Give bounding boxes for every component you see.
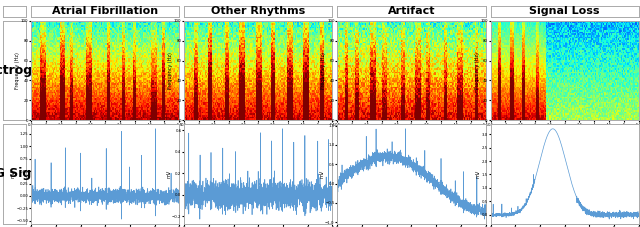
X-axis label: Time (s): Time (s) <box>95 128 115 133</box>
Y-axis label: mV: mV <box>476 170 481 178</box>
Y-axis label: mV: mV <box>319 170 324 178</box>
Text: ECG Signal: ECG Signal <box>0 168 52 180</box>
Y-axis label: Frequency (Hz): Frequency (Hz) <box>474 52 479 89</box>
Y-axis label: Frequency (Hz): Frequency (Hz) <box>168 52 173 89</box>
Text: Artifact: Artifact <box>388 6 435 16</box>
Y-axis label: mV: mV <box>11 170 16 178</box>
Text: Signal Loss: Signal Loss <box>529 6 600 16</box>
X-axis label: Time (s): Time (s) <box>555 128 575 133</box>
Text: Atrial Fibrillation: Atrial Fibrillation <box>52 6 158 16</box>
Text: Other Rhythms: Other Rhythms <box>211 6 305 16</box>
X-axis label: Time (s): Time (s) <box>248 128 268 133</box>
Y-axis label: Frequency (Hz): Frequency (Hz) <box>321 52 326 89</box>
Y-axis label: Frequency (Hz): Frequency (Hz) <box>15 52 20 89</box>
Y-axis label: mV: mV <box>166 170 172 178</box>
X-axis label: Time (s): Time (s) <box>401 128 421 133</box>
Text: Spectrogram: Spectrogram <box>0 64 60 77</box>
